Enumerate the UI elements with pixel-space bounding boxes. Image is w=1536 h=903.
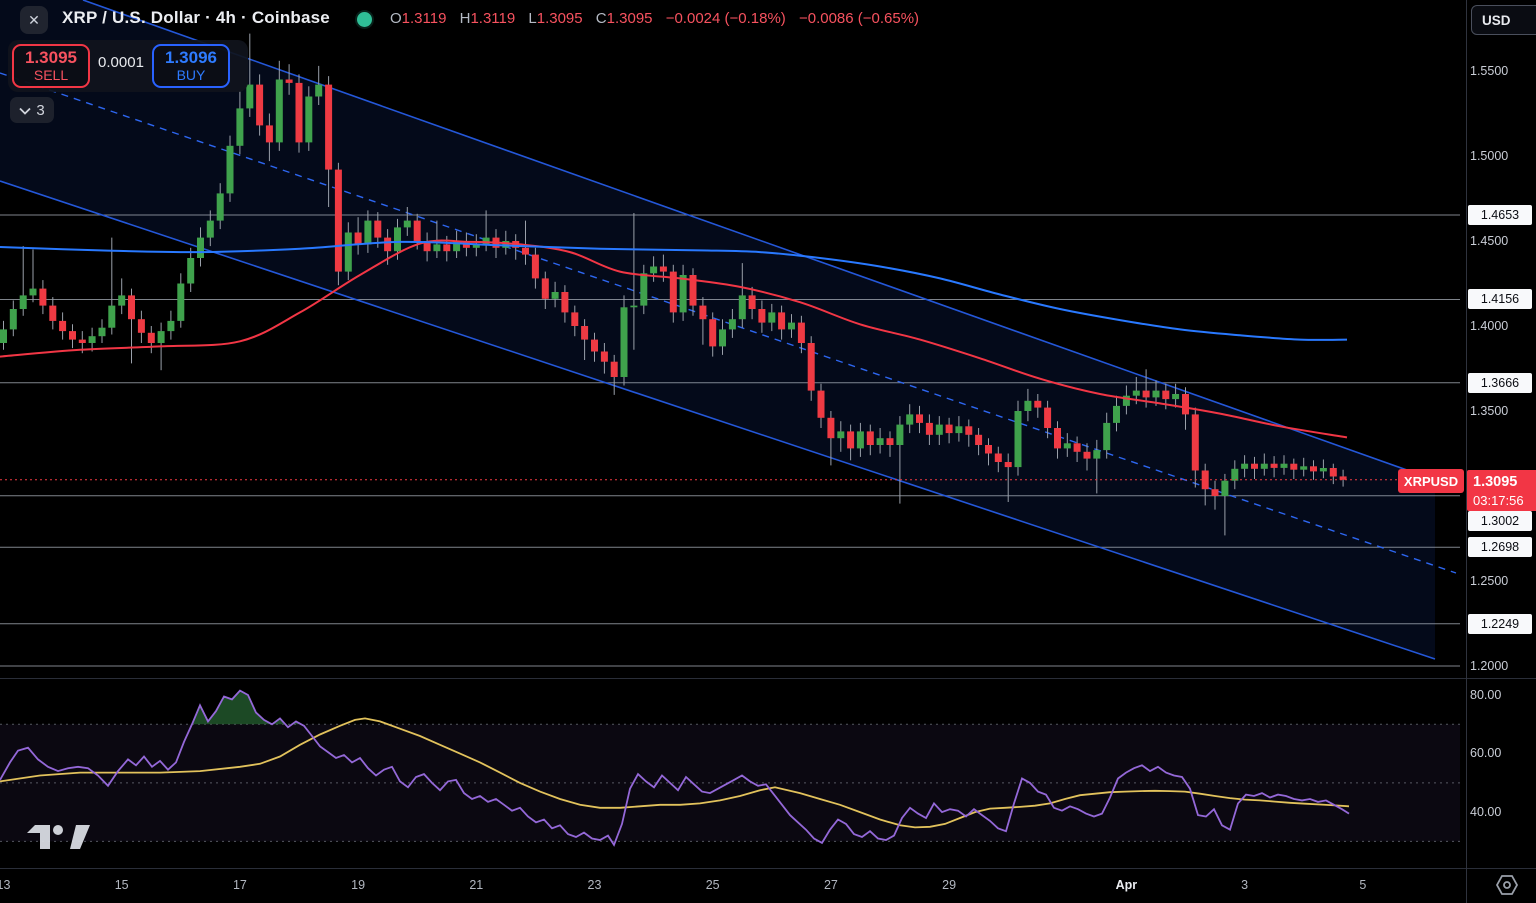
- time-tick-label: Apr: [1115, 878, 1138, 892]
- tradingview-logo[interactable]: [26, 824, 110, 850]
- price-tick-label: 1.5500: [1470, 63, 1509, 78]
- sell-button[interactable]: 1.3095 SELL: [12, 44, 90, 88]
- time-tick-label: 21: [469, 878, 484, 892]
- sell-price: 1.3095: [25, 48, 77, 67]
- price-tick-label: 1.2000: [1470, 658, 1509, 673]
- currency-unit-button[interactable]: USD: [1471, 5, 1536, 35]
- close-icon[interactable]: ✕: [20, 6, 48, 34]
- chevron-down-icon: [19, 107, 31, 115]
- price-level-badge: 1.4653: [1468, 204, 1532, 225]
- price-tick-label: 1.2500: [1470, 573, 1509, 588]
- close-key: C: [595, 10, 607, 27]
- current-price-badge: 1.3095 03:17:56: [1467, 470, 1536, 511]
- change-percent: −0.0086 (−0.65%): [798, 10, 920, 27]
- time-tick-label: 5: [1359, 878, 1367, 892]
- buy-button[interactable]: 1.3096 BUY: [152, 44, 230, 88]
- price-level-badge: 1.2698: [1468, 537, 1532, 558]
- price-tick-label: 1.4500: [1470, 233, 1509, 248]
- ohlc-legend: O1.3119 H1.3119 L1.3095 C1.3095 −0.0024 …: [390, 10, 919, 27]
- time-tick-label: 29: [942, 878, 957, 892]
- high-value: 1.3119: [470, 10, 516, 27]
- rsi-tick-label: 80.00: [1470, 687, 1502, 702]
- time-tick-label: 27: [823, 878, 838, 892]
- price-tick-label: 1.5000: [1470, 148, 1509, 163]
- time-tick-label: 17: [232, 878, 247, 892]
- price-tick-label: 1.3500: [1470, 403, 1509, 418]
- change-absolute: −0.0024 (−0.18%): [665, 10, 786, 27]
- price-tick-label: 1.4000: [1470, 318, 1509, 333]
- market-status-dot: [357, 12, 372, 27]
- axis-settings-gear-icon[interactable]: [1494, 872, 1520, 898]
- time-tick-label: 3: [1241, 878, 1249, 892]
- price-level-badge: 1.2249: [1468, 613, 1532, 634]
- indicators-count: 3: [36, 101, 45, 119]
- rsi-tick-label: 60.00: [1470, 746, 1502, 761]
- time-tick-label: 19: [351, 878, 366, 892]
- low-value: 1.3095: [536, 10, 583, 27]
- bar-countdown: 03:17:56: [1473, 492, 1524, 508]
- current-price-value: 1.3095: [1473, 473, 1518, 490]
- current-price-symbol-tag: XRPUSD: [1398, 469, 1464, 493]
- low-key: L: [528, 10, 537, 27]
- rsi-tick-label: 40.00: [1470, 804, 1502, 819]
- symbol-title[interactable]: XRP / U.S. Dollar · 4h · Coinbase: [62, 8, 330, 27]
- price-level-badge: 1.3002: [1468, 511, 1532, 531]
- time-tick-label: 13: [0, 878, 11, 892]
- time-tick-label: 23: [587, 878, 602, 892]
- spread-value: 0.0001: [98, 54, 144, 71]
- order-panel: 1.3095 SELL 0.0001 1.3096 BUY: [8, 40, 248, 92]
- open-value: 1.3119: [401, 10, 447, 27]
- price-level-badge: 1.3666: [1468, 372, 1532, 393]
- buy-price: 1.3096: [165, 48, 217, 67]
- close-value: 1.3095: [606, 10, 653, 27]
- sell-label: SELL: [33, 67, 69, 83]
- high-key: H: [459, 10, 471, 27]
- price-level-badge: 1.4156: [1468, 289, 1532, 310]
- buy-label: BUY: [176, 67, 206, 83]
- time-tick-label: 25: [705, 878, 720, 892]
- time-tick-label: 15: [114, 878, 129, 892]
- open-key: O: [390, 10, 402, 27]
- indicators-collapse-chip[interactable]: 3: [10, 97, 54, 123]
